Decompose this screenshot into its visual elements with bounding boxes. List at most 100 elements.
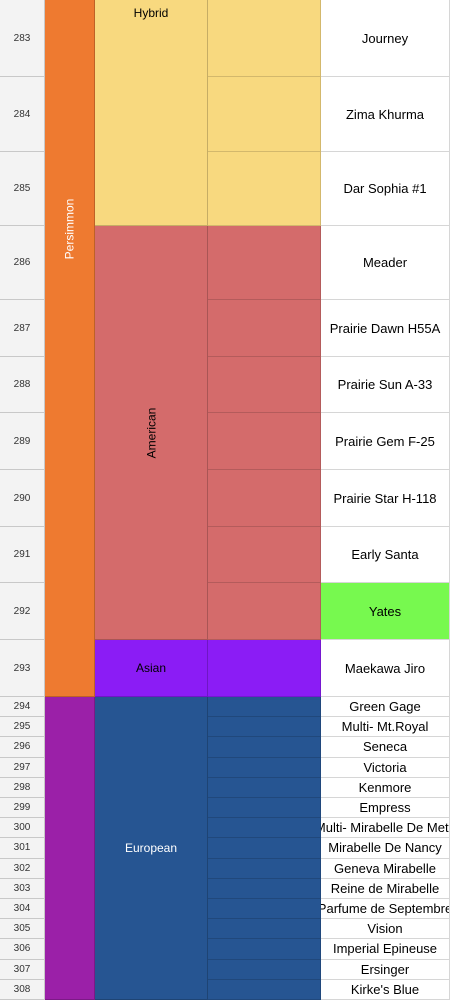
cell-text: 283 bbox=[13, 32, 31, 44]
name-cell[interactable]: Multi- Mirabelle De Metz bbox=[321, 818, 450, 839]
color-cell[interactable] bbox=[208, 527, 321, 583]
row-header: 298 bbox=[0, 777, 45, 798]
name-cell[interactable]: Kirke's Blue bbox=[321, 979, 450, 1000]
name-cell[interactable]: Seneca bbox=[321, 737, 450, 758]
fruit-group[interactable]: Persimmon bbox=[45, 0, 95, 697]
cell-text: Kenmore bbox=[358, 779, 412, 795]
name-cell[interactable]: Meader bbox=[321, 226, 450, 300]
color-cell[interactable] bbox=[208, 777, 321, 798]
name-cell[interactable]: Vision bbox=[321, 919, 450, 940]
name-cell[interactable]: Prairie Gem F-25 bbox=[321, 413, 450, 470]
color-cell[interactable] bbox=[208, 300, 321, 357]
cell-text: Empress bbox=[359, 800, 411, 816]
row-header: 296 bbox=[0, 737, 45, 758]
name-cell[interactable]: Reine de Mirabelle bbox=[321, 878, 450, 899]
row-header: 286 bbox=[0, 226, 45, 300]
fruit-group[interactable] bbox=[45, 697, 95, 1000]
color-cell[interactable] bbox=[208, 583, 321, 640]
color-cell[interactable] bbox=[208, 470, 321, 527]
name-cell[interactable]: Maekawa Jiro bbox=[321, 640, 450, 697]
color-cell[interactable] bbox=[208, 959, 321, 980]
name-cell[interactable]: Early Santa bbox=[321, 527, 450, 583]
row-header: 292 bbox=[0, 583, 45, 640]
cell-text: Journey bbox=[361, 30, 409, 46]
type-group[interactable]: Asian bbox=[95, 640, 208, 697]
name-cell[interactable]: Green Gage bbox=[321, 697, 450, 718]
cell-text: 296 bbox=[13, 741, 31, 753]
name-cell[interactable]: Mirabelle De Nancy bbox=[321, 838, 450, 859]
color-cell[interactable] bbox=[208, 757, 321, 778]
type-group[interactable]: Hybrid bbox=[95, 0, 208, 226]
color-cell[interactable] bbox=[208, 357, 321, 413]
cell-text: American bbox=[144, 407, 158, 458]
name-cell[interactable]: Geneva Mirabelle bbox=[321, 858, 450, 879]
color-cell[interactable] bbox=[208, 878, 321, 899]
cell-text: 293 bbox=[13, 662, 31, 674]
color-cell[interactable] bbox=[208, 838, 321, 859]
color-cell[interactable] bbox=[208, 413, 321, 470]
cell-text: Seneca bbox=[362, 739, 408, 755]
cell-text: Victoria bbox=[363, 759, 407, 775]
color-cell[interactable] bbox=[208, 737, 321, 758]
color-cell[interactable] bbox=[208, 697, 321, 718]
row-header: 308 bbox=[0, 979, 45, 1000]
type-group[interactable]: American bbox=[95, 226, 208, 640]
name-cell[interactable]: Dar Sophia #1 bbox=[321, 152, 450, 226]
cell-text: Early Santa bbox=[351, 547, 419, 562]
color-cell[interactable] bbox=[208, 818, 321, 839]
name-cell[interactable]: Journey bbox=[321, 0, 450, 77]
cell-text: Kirke's Blue bbox=[350, 981, 420, 997]
cell-text: 305 bbox=[13, 923, 31, 935]
name-cell[interactable]: Ersinger bbox=[321, 959, 450, 980]
name-cell[interactable]: Victoria bbox=[321, 757, 450, 778]
row-header: 299 bbox=[0, 798, 45, 819]
color-cell[interactable] bbox=[208, 226, 321, 300]
name-cell[interactable]: Prairie Sun A-33 bbox=[321, 357, 450, 413]
color-cell[interactable] bbox=[208, 717, 321, 738]
cell-text: 292 bbox=[13, 605, 31, 617]
color-cell[interactable] bbox=[208, 0, 321, 77]
color-cell[interactable] bbox=[208, 152, 321, 226]
cell-text: Persimmon bbox=[62, 198, 77, 260]
name-cell[interactable]: Yates bbox=[321, 583, 450, 640]
row-header: 306 bbox=[0, 939, 45, 960]
cell-text: European bbox=[124, 841, 178, 855]
name-cell[interactable]: Prairie Star H-118 bbox=[321, 470, 450, 527]
row-header: 284 bbox=[0, 77, 45, 152]
color-cell[interactable] bbox=[208, 858, 321, 879]
cell-text: 299 bbox=[13, 802, 31, 814]
row-header: 307 bbox=[0, 959, 45, 980]
cell-text: Maekawa Jiro bbox=[344, 660, 426, 676]
row-header: 302 bbox=[0, 858, 45, 879]
cell-text: Prairie Sun A-33 bbox=[337, 377, 433, 392]
cell-text: 290 bbox=[13, 492, 31, 504]
color-cell[interactable] bbox=[208, 798, 321, 819]
row-header: 295 bbox=[0, 717, 45, 738]
cell-text: 297 bbox=[13, 761, 31, 773]
name-cell[interactable]: Parfume de Septembre bbox=[321, 899, 450, 920]
name-cell[interactable]: Multi- Mt.Royal bbox=[321, 717, 450, 738]
name-cell[interactable]: Kenmore bbox=[321, 777, 450, 798]
type-group[interactable]: European bbox=[95, 697, 208, 1000]
color-cell[interactable] bbox=[208, 979, 321, 1000]
row-header: 305 bbox=[0, 919, 45, 940]
name-cell[interactable]: Prairie Dawn H55A bbox=[321, 300, 450, 357]
row-header: 289 bbox=[0, 413, 45, 470]
cell-text: 300 bbox=[13, 822, 31, 834]
row-header: 293 bbox=[0, 640, 45, 697]
name-cell[interactable]: Empress bbox=[321, 798, 450, 819]
name-cell[interactable]: Zima Khurma bbox=[321, 77, 450, 152]
color-cell[interactable] bbox=[208, 939, 321, 960]
cell-text: 288 bbox=[13, 379, 31, 390]
name-cell[interactable]: Imperial Epineuse bbox=[321, 939, 450, 960]
color-cell[interactable] bbox=[208, 899, 321, 920]
cell-text: Multi- Mt.Royal bbox=[341, 719, 429, 735]
color-cell[interactable] bbox=[208, 640, 321, 697]
row-header: 301 bbox=[0, 838, 45, 859]
color-cell[interactable] bbox=[208, 919, 321, 940]
color-cell[interactable] bbox=[208, 77, 321, 152]
cell-text: Geneva Mirabelle bbox=[334, 860, 436, 876]
row-header: 285 bbox=[0, 152, 45, 226]
row-header: 303 bbox=[0, 878, 45, 899]
